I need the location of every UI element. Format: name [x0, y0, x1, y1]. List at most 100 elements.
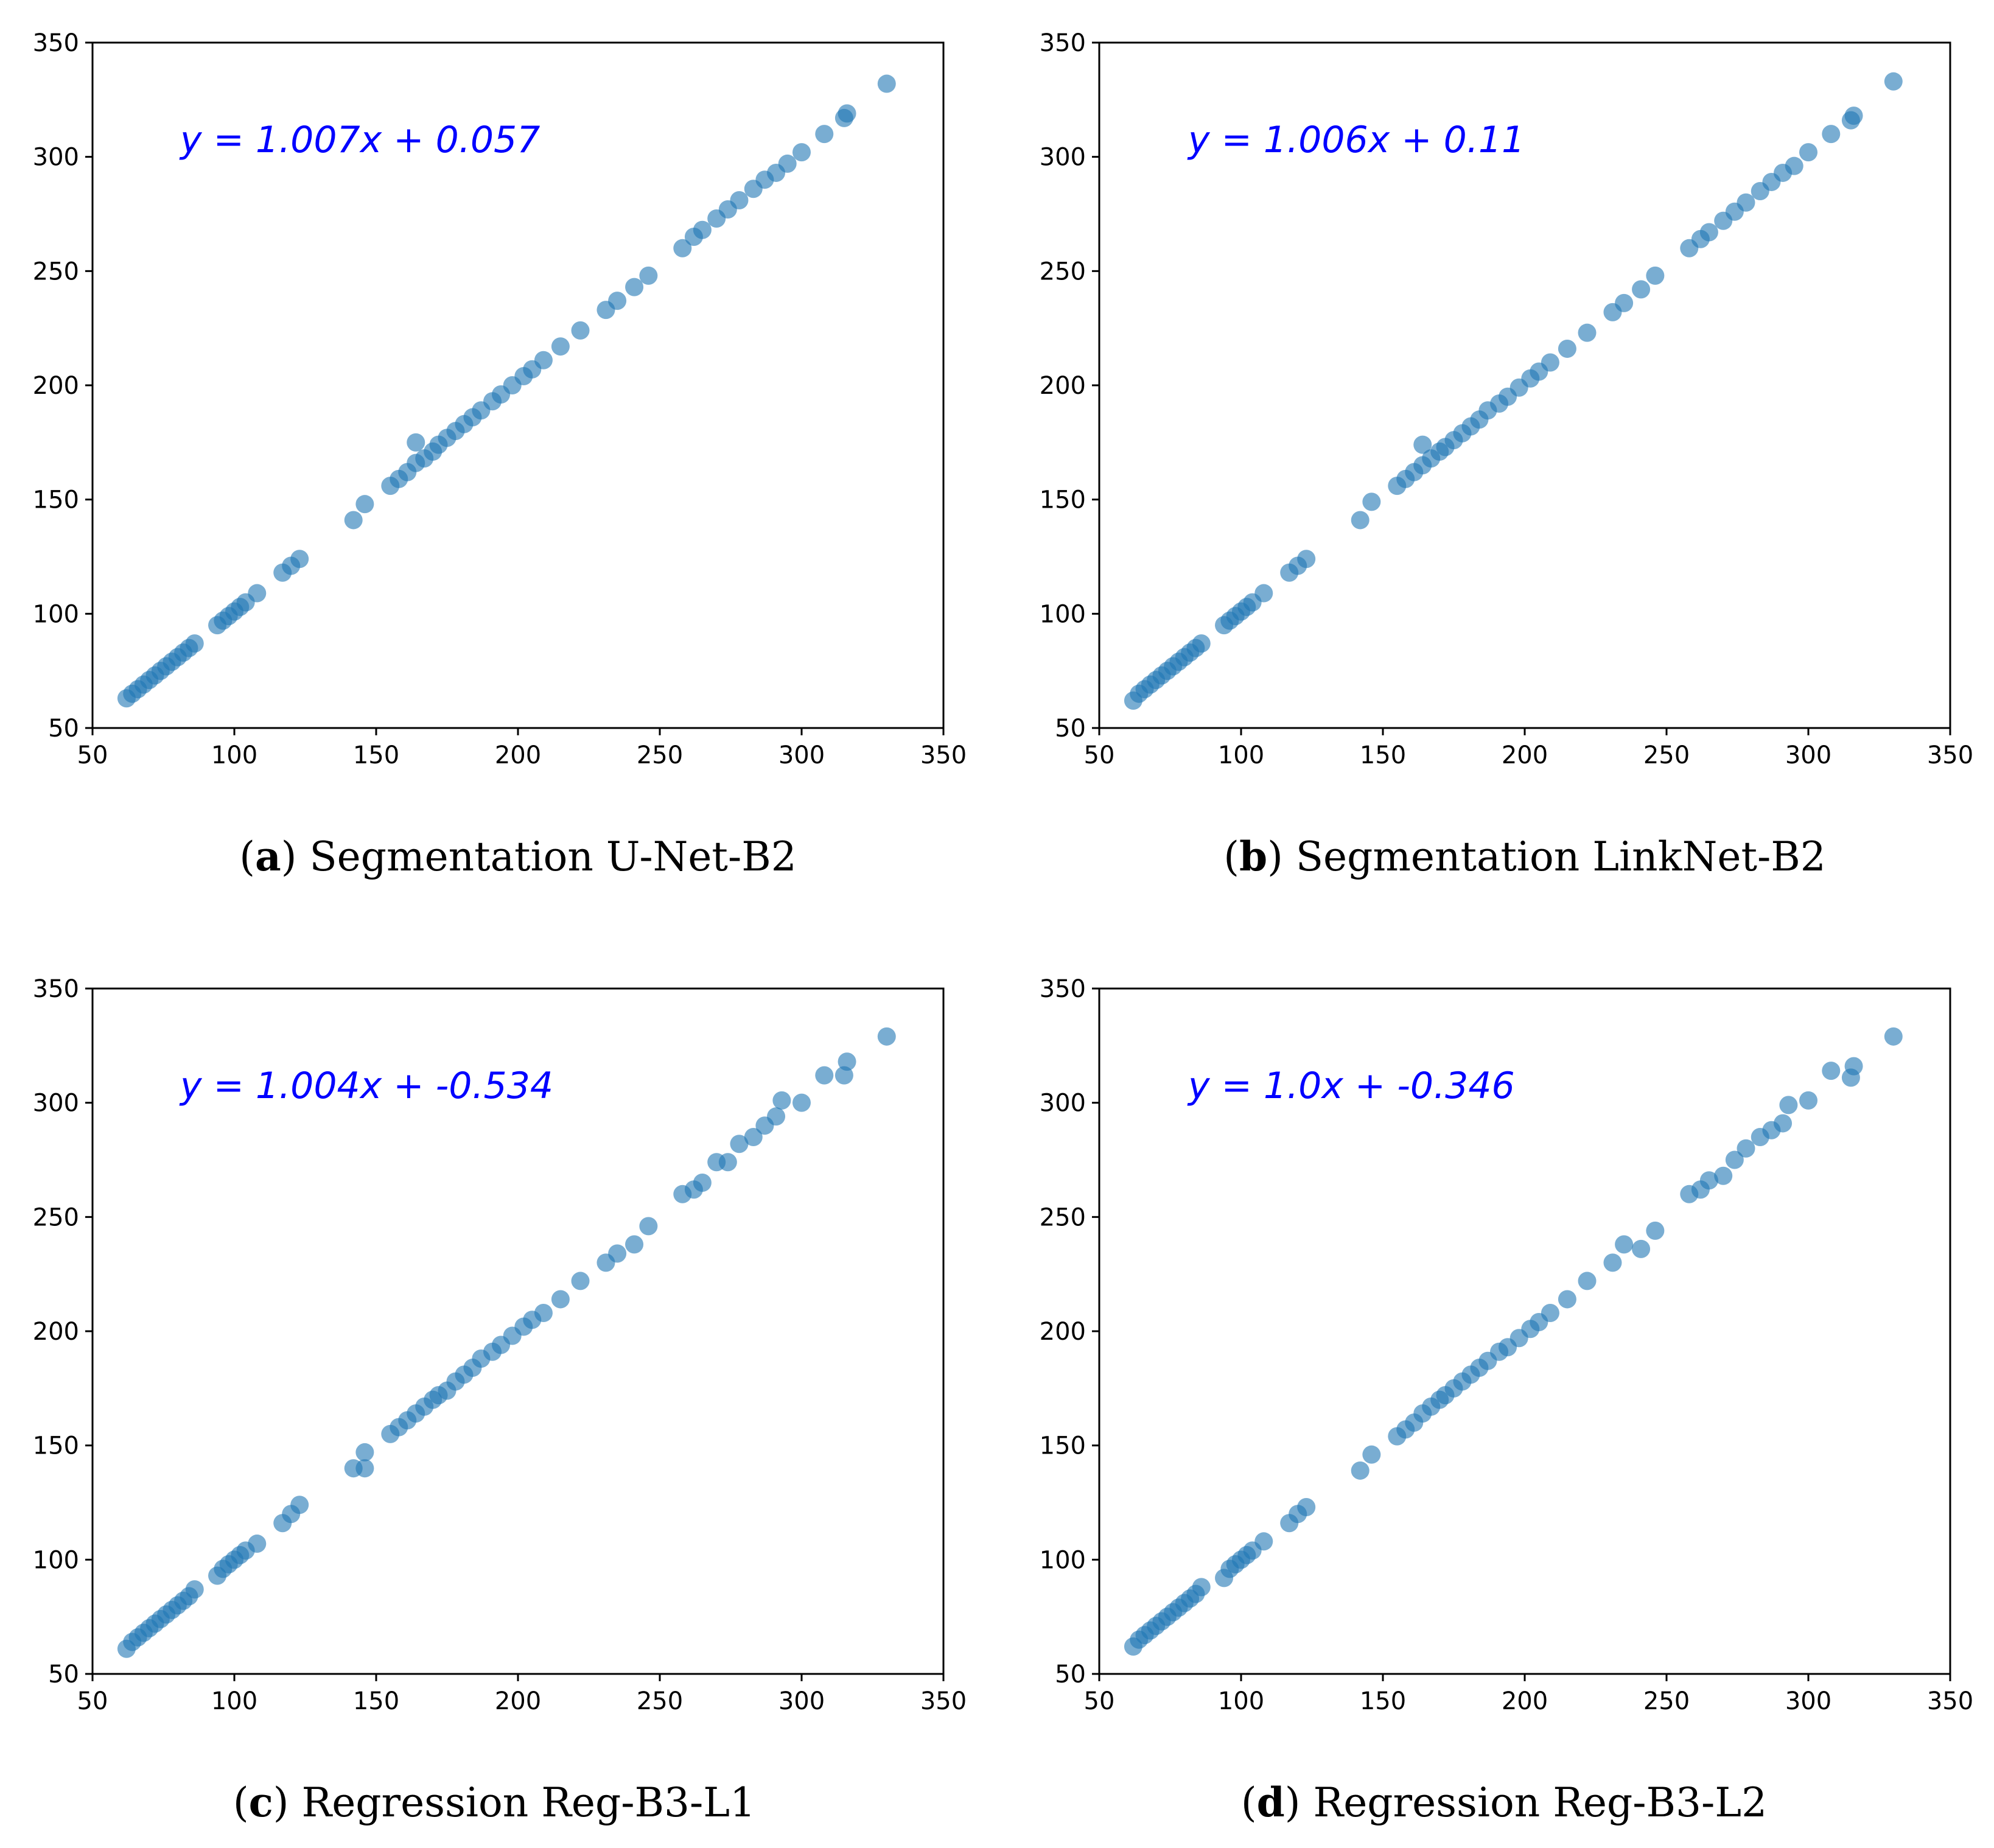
panel-a-ytick-label: 350	[33, 29, 79, 57]
panel-b-data-point	[1192, 634, 1211, 653]
panel-c-data-point	[772, 1091, 791, 1110]
panel-c-xtick-label: 50	[77, 1687, 108, 1715]
panel-a-ytick-label: 250	[33, 257, 79, 285]
panel-d-data-point	[1799, 1091, 1817, 1110]
panel-b-xtick-label: 300	[1785, 741, 1831, 769]
panel-b-ytick-label: 100	[1040, 600, 1086, 628]
panel-b-data-point	[1646, 266, 1665, 285]
panel-b-xtick-label: 250	[1643, 741, 1690, 769]
panel-c-ytick-label: 150	[33, 1432, 79, 1460]
panel-b-ytick-label: 350	[1040, 29, 1086, 57]
panel-d-data-point	[1603, 1253, 1622, 1272]
panel-b-data-point	[1799, 143, 1817, 162]
panel-b-data-point	[1785, 156, 1803, 175]
panel-a-data-point	[730, 191, 749, 209]
panel-b-data-point	[1884, 72, 1903, 91]
panel-d-data-point	[1578, 1272, 1597, 1290]
panel-c-data-point	[693, 1174, 712, 1192]
panel-d-data-point	[1297, 1498, 1316, 1517]
panel-d-xtick-label: 350	[1927, 1687, 1973, 1715]
panel-a-data-point	[673, 239, 692, 257]
panel-b-xtick-label: 200	[1502, 741, 1548, 769]
panel-d-data-point	[1351, 1461, 1370, 1480]
panel-d-caption-text: Regression Reg-B3-L2	[1314, 1779, 1768, 1826]
panel-b-data-point	[1254, 584, 1273, 603]
panel-c-equation: y = 1.004x + -0.534	[179, 1065, 553, 1107]
panel-b-data-point	[1578, 323, 1597, 342]
panel-b-data-point	[1822, 125, 1841, 144]
panel-d-ytick-label: 250	[1040, 1203, 1086, 1231]
panel-b-letter: b	[1239, 833, 1267, 880]
panel-c-data-point	[248, 1535, 267, 1553]
panel-c-ytick-label: 50	[48, 1661, 79, 1689]
panel-a-data-point	[185, 634, 204, 653]
panel-a-letter: a	[255, 833, 281, 880]
panel-d-data-point	[1774, 1114, 1793, 1133]
panel-c-data-point	[730, 1135, 749, 1153]
panel-a-xtick-label: 50	[77, 741, 108, 769]
panel-a-caption: (a) Segmentation U-Net-B2	[239, 833, 797, 880]
panel-a-data-point	[608, 292, 627, 310]
panel-c-xtick-label: 300	[778, 1687, 825, 1715]
panel-c-data-point	[718, 1153, 737, 1172]
panel-d: 50 100 150 200 250 300 350 50 100 150 200 250 300 350…	[1040, 975, 1974, 1826]
panel-a-data-point	[815, 125, 834, 144]
panel-a-data-point	[355, 495, 374, 514]
panel-c-data-point	[290, 1496, 309, 1514]
panel-d-equation: y = 1.0x + -0.346	[1187, 1065, 1515, 1107]
panel-a-data-point	[639, 266, 658, 285]
panel-b: 50 100 150 200 250 300 350 50 100 150 200 250 300 350…	[1040, 29, 1974, 880]
panel-a-data-point	[407, 433, 425, 452]
panel-a-ytick-label: 50	[48, 715, 79, 743]
panel-d-xtick-label: 250	[1643, 1687, 1690, 1715]
panel-d-data-point	[1844, 1057, 1863, 1076]
panel-d-data-point	[1822, 1062, 1841, 1080]
panel-a-xtick-label: 150	[353, 741, 399, 769]
panel-b-data-point	[1362, 492, 1381, 511]
panel-c: 50 100 150 200 250 300 350 50 100 150 200 250 300 350…	[33, 975, 967, 1826]
panel-a-data-point	[693, 220, 712, 239]
panel-b-ytick-label: 250	[1040, 257, 1086, 285]
panel-d-caption: (d) Regression Reg-B3-L2	[1241, 1779, 1767, 1826]
panel-c-xtick-label: 100	[211, 1687, 257, 1715]
panel-d-data-point	[1737, 1139, 1755, 1158]
panel-d-xtick-label: 100	[1218, 1687, 1264, 1715]
panel-c-data-point	[834, 1066, 853, 1085]
panel-d-ytick-label: 50	[1055, 1661, 1086, 1689]
panel-a-xtick-label: 300	[778, 741, 825, 769]
panel-b-data-point	[1615, 293, 1634, 312]
panel-c-data-point	[571, 1272, 590, 1290]
panel-d-data-point	[1632, 1239, 1651, 1258]
panel-a-ytick-label: 100	[33, 600, 79, 628]
panel-b-xtick-label: 150	[1360, 741, 1406, 769]
panel-c-data-point	[838, 1052, 856, 1071]
panel-b-ytick-label: 300	[1040, 144, 1086, 172]
panel-c-data-point	[355, 1459, 374, 1478]
panel-d-data-point	[1615, 1235, 1634, 1254]
panel-d-xtick-label: 150	[1360, 1687, 1406, 1715]
panel-c-data-point	[744, 1127, 763, 1146]
panel-d-ytick-label: 150	[1040, 1432, 1086, 1460]
panel-b-data-point	[1737, 193, 1755, 212]
panel-a-data-point	[877, 74, 896, 93]
panel-c-xtick-label: 150	[353, 1687, 399, 1715]
panel-c-ytick-label: 350	[33, 975, 79, 1003]
panel-a-ytick-label: 150	[33, 486, 79, 514]
panel-b-xtick-label: 350	[1927, 741, 1973, 769]
panel-c-xtick-label: 250	[637, 1687, 683, 1715]
panel-d-data-point	[1362, 1445, 1381, 1464]
panel-c-data-point	[625, 1235, 644, 1254]
panel-d-ytick-label: 300	[1040, 1090, 1086, 1118]
panel-b-data-point	[1632, 280, 1651, 299]
panel-b-xtick-label: 100	[1218, 741, 1264, 769]
panel-c-ytick-label: 100	[33, 1546, 79, 1574]
panel-a-data-point	[571, 321, 590, 340]
panel-b-data-point	[1558, 339, 1576, 358]
panel-b-caption: (b) Segmentation LinkNet-B2	[1223, 833, 1826, 880]
panel-c-data-point	[534, 1303, 553, 1322]
panel-c-letter: c	[249, 1779, 273, 1826]
panel-a-data-point	[778, 154, 797, 173]
panel-a-data-point	[248, 584, 267, 603]
panel-c-data-point	[792, 1093, 811, 1112]
panel-a-data-point	[290, 550, 309, 569]
